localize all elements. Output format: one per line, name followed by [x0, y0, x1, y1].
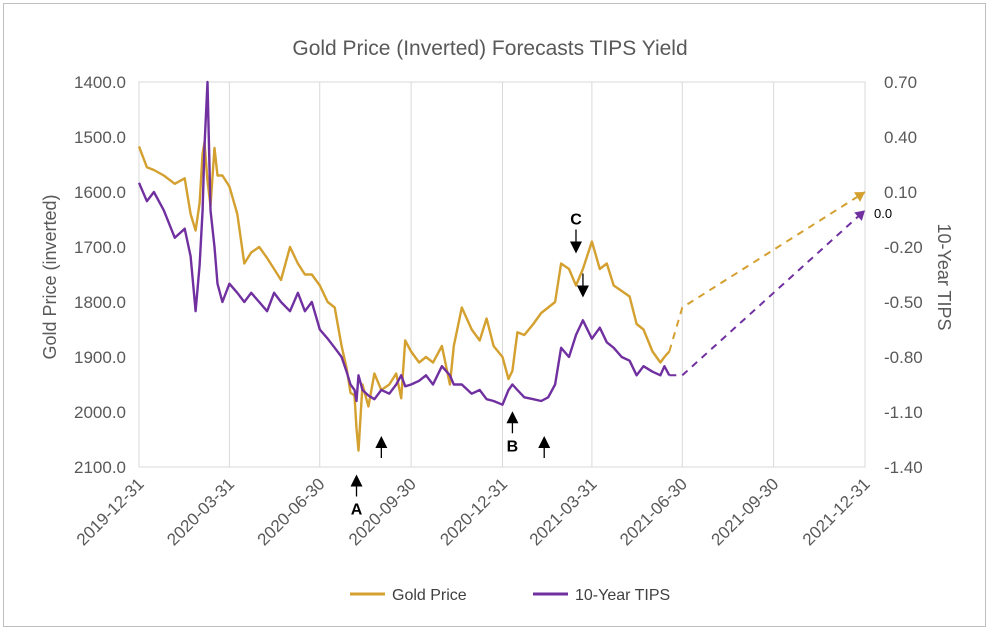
- forecast-line-1: [669, 209, 866, 377]
- legend-label-0: Gold Price: [392, 587, 467, 604]
- series-line-1: [137, 80, 671, 406]
- right-tick-label: 0.40: [884, 128, 917, 147]
- x-axis-ticks: 2019-12-31 2020-03-31 2020-06-30 2020-09-30…: [73, 474, 874, 549]
- right-tick-label: -1.40: [884, 458, 923, 477]
- left-tick-label: 1600.0: [74, 183, 126, 202]
- x-tick-label: 2019-12-31: [73, 474, 148, 549]
- left-tick-label: 1500.0: [74, 128, 126, 147]
- annotation-arrowhead: [506, 411, 519, 424]
- left-tick-label: 2000.0: [74, 403, 126, 422]
- annotation-arrowhead: [538, 436, 551, 448]
- series-line-0: [137, 141, 671, 452]
- x-tick-label: 2020-12-31: [436, 474, 511, 549]
- right-tick-label: -0.50: [884, 293, 923, 312]
- left-tick-label: 2100.0: [74, 458, 126, 477]
- x-tick-label: 2020-06-30: [254, 474, 329, 549]
- right-tick-label: 0.70: [884, 73, 917, 92]
- left-tick-label: 1700.0: [74, 238, 126, 257]
- x-tick-label: 2021-12-31: [799, 474, 874, 549]
- forecast-line-0: [668, 191, 866, 352]
- annotation-label: A: [351, 502, 363, 519]
- series-lines: [137, 80, 866, 452]
- legend-label-1: 10-Year TIPS: [575, 587, 670, 604]
- forecast-arrowhead-0: [854, 192, 865, 202]
- annotation-label: C: [570, 212, 582, 229]
- forecast-label: 0.0: [874, 206, 892, 221]
- right-tick-label: -0.80: [884, 348, 923, 367]
- right-axis-ticks: 0.70 0.40 0.10 -0.20 -0.50 -0.80 -1.10 -1.40: [884, 73, 923, 477]
- legend: Gold Price 10-Year TIPS: [350, 587, 670, 604]
- left-tick-label: 1900.0: [74, 348, 126, 367]
- right-tick-label: -0.20: [884, 238, 923, 257]
- x-tick-label: 2021-09-30: [708, 474, 783, 549]
- line-chart: Gold Price (Inverted) Forecasts TIPS Yie…: [40, 37, 954, 604]
- annotation-arrowhead: [350, 474, 363, 487]
- left-tick-label: 1400.0: [74, 73, 126, 92]
- left-axis-title: Gold Price (inverted): [40, 194, 60, 359]
- forecast-arrowhead-1: [854, 210, 865, 221]
- right-tick-label: 0.10: [884, 183, 917, 202]
- chart-title: Gold Price (Inverted) Forecasts TIPS Yie…: [292, 37, 687, 60]
- left-tick-label: 1800.0: [74, 293, 126, 312]
- annotation-arrowhead: [576, 285, 589, 298]
- chart-frame: Gold Price (Inverted) Forecasts TIPS Yie…: [3, 3, 986, 627]
- x-tick-label: 2021-03-31: [526, 474, 601, 549]
- right-axis-title: 10-Year TIPS: [934, 223, 954, 330]
- annotations: A B C: [350, 212, 589, 519]
- grid: [138, 81, 866, 468]
- annotation-arrowhead: [569, 241, 582, 254]
- left-axis-ticks: 1400.0 1500.0 1600.0 1700.0 1800.0 1900.0 2000…: [74, 73, 126, 477]
- annotation-arrowhead: [375, 436, 388, 448]
- annotation-label: B: [507, 438, 519, 455]
- x-tick-label: 2020-03-31: [163, 474, 238, 549]
- right-tick-label: -1.10: [884, 403, 923, 422]
- x-tick-label: 2021-06-30: [616, 474, 691, 549]
